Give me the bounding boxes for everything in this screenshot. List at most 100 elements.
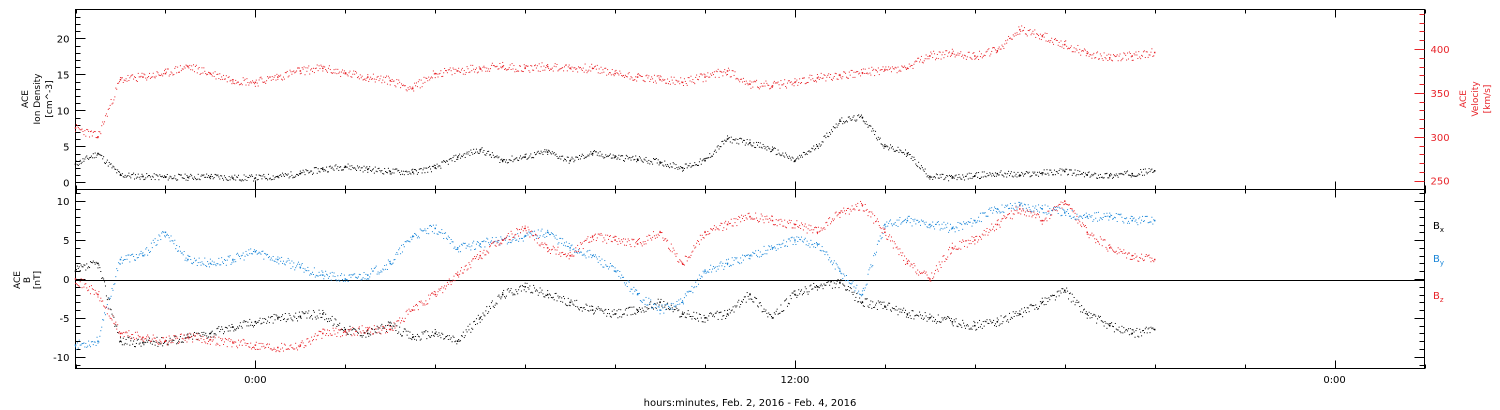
bx-sample [325, 313, 327, 315]
velocity-sample [377, 75, 379, 77]
velocity-sample [1042, 34, 1044, 36]
density-sample [526, 158, 528, 160]
density-sample [624, 158, 626, 160]
velocity-sample [223, 74, 225, 76]
density-sample [311, 170, 313, 172]
by-sample [281, 256, 283, 258]
by-sample [993, 209, 995, 211]
by-sample [975, 222, 977, 224]
bx-sample [134, 346, 136, 348]
bx-sample [858, 301, 860, 303]
bx-sample [312, 310, 314, 312]
bx-sample [581, 310, 583, 312]
density-sample [299, 170, 301, 172]
by-sample [702, 270, 704, 272]
velocity-sample [1115, 55, 1117, 57]
bx-sample [908, 312, 910, 314]
density-sample [329, 165, 331, 167]
by-sample [1060, 215, 1062, 217]
velocity-sample [519, 65, 521, 67]
density-sample [372, 168, 374, 170]
bx-sample [774, 313, 776, 315]
velocity-sample [534, 65, 536, 67]
bx-sample [410, 337, 412, 339]
velocity-sample [119, 77, 121, 79]
bx-sample [963, 322, 965, 324]
by-sample [183, 250, 185, 252]
velocity-sample [896, 72, 898, 74]
by-sample [1102, 216, 1104, 218]
by-sample [913, 220, 915, 222]
density-sample [485, 154, 487, 156]
by-sample [277, 256, 279, 258]
density-sample [328, 166, 330, 168]
velocity-sample [905, 68, 907, 70]
density-sample [216, 175, 218, 177]
velocity-sample [346, 74, 348, 76]
bx-sample [115, 324, 117, 326]
by-sample [792, 243, 794, 245]
bx-sample [181, 341, 183, 343]
velocity-sample [448, 69, 450, 71]
by-sample [82, 342, 84, 344]
by-sample [496, 240, 498, 242]
density-sample [523, 156, 525, 158]
by-sample [414, 232, 416, 234]
velocity-sample [104, 121, 106, 123]
density-sample [433, 164, 435, 166]
by-sample [494, 240, 496, 242]
bx-point [951, 321, 954, 323]
velocity-sample [1146, 51, 1148, 53]
velocity-sample [716, 71, 718, 73]
velocity-sample [468, 72, 470, 74]
bx-sample [329, 318, 331, 320]
bx-sample [997, 319, 999, 321]
density-sample [660, 162, 662, 164]
density-sample [657, 159, 659, 161]
density-sample [654, 158, 656, 160]
by-point [929, 223, 931, 226]
velocity-sample [356, 72, 358, 74]
by-sample [1134, 220, 1136, 222]
density-sample [322, 167, 324, 169]
by-sample [221, 257, 223, 259]
velocity-sample [427, 80, 429, 82]
bx-sample [1121, 325, 1123, 327]
density-sample [1144, 168, 1146, 170]
by-sample [536, 235, 538, 237]
density-sample [197, 173, 199, 175]
bx-sample [521, 284, 523, 286]
velocity-sample [274, 75, 276, 77]
velocity-sample [190, 69, 192, 71]
bx-sample [602, 310, 604, 312]
by-point [951, 227, 954, 230]
velocity-sample [710, 73, 712, 75]
bx-sample [579, 307, 581, 309]
velocity-point [1086, 52, 1088, 55]
by-sample [816, 245, 818, 247]
by-sample [852, 280, 854, 282]
by-sample [914, 218, 916, 220]
by-sample [667, 305, 669, 307]
density-sample [325, 170, 327, 172]
velocity-sample [294, 72, 296, 74]
velocity-sample [931, 53, 933, 55]
by-sample [846, 279, 848, 281]
by-sample [238, 255, 240, 257]
by-sample [303, 271, 305, 273]
velocity-sample [331, 73, 333, 75]
density-sample [1057, 172, 1059, 174]
by-sample [1038, 211, 1040, 213]
velocity-sample [92, 131, 94, 133]
by-sample [508, 235, 510, 237]
bx-sample [545, 294, 547, 296]
bx-sample [122, 337, 124, 339]
bx-sample [277, 318, 279, 320]
by-sample [760, 255, 762, 257]
density-sample [1151, 168, 1153, 170]
density-sample [727, 137, 729, 139]
density-sample [677, 168, 679, 170]
density-sample [553, 152, 555, 154]
density-sample [1033, 172, 1035, 174]
bx-sample [146, 339, 148, 341]
